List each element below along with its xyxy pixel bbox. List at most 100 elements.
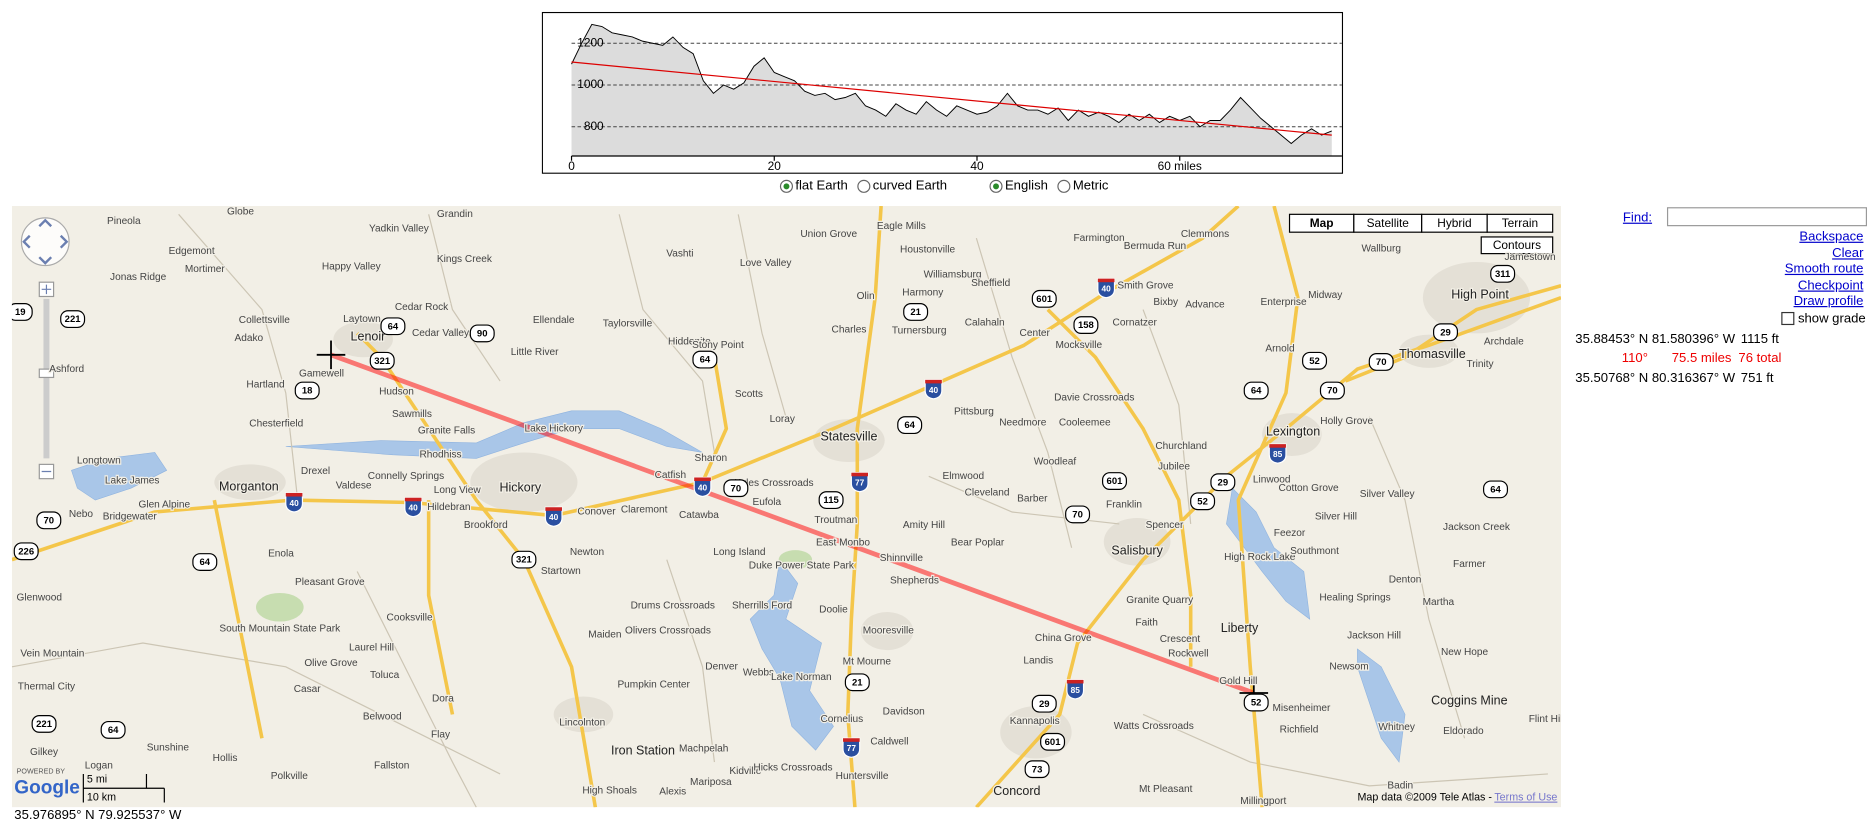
place-label: Churchland bbox=[1155, 441, 1207, 452]
place-label: Webbs bbox=[743, 667, 774, 678]
map-type-button[interactable] bbox=[1486, 213, 1554, 233]
y-tick-label: 1200 bbox=[577, 35, 604, 49]
contours-button[interactable] bbox=[1480, 236, 1554, 255]
place-label: Cornatzer bbox=[1113, 317, 1158, 328]
place-label: Conover bbox=[577, 507, 616, 518]
interstate-shield bbox=[404, 497, 423, 518]
place-label: Iron Station bbox=[611, 744, 675, 758]
map-type-label[interactable]: Satellite bbox=[1367, 216, 1410, 230]
interstate-shield bbox=[1097, 278, 1116, 299]
map-type-label[interactable]: Terrain bbox=[1502, 216, 1538, 230]
place-label: Lake James bbox=[105, 476, 160, 487]
radio[interactable] bbox=[779, 179, 794, 193]
place-label: Loray bbox=[770, 414, 796, 425]
route-number: 70 bbox=[1072, 509, 1083, 520]
route-shield bbox=[1319, 381, 1345, 400]
interstate-shield bbox=[842, 737, 861, 758]
place-label: Jamestown bbox=[1504, 252, 1555, 263]
map-type-label[interactable]: Hybrid bbox=[1437, 216, 1471, 230]
place-label: Casar bbox=[294, 684, 322, 695]
place-label: Thermal City bbox=[18, 682, 76, 693]
google-logo: Google bbox=[14, 777, 80, 798]
route-shield bbox=[1031, 289, 1057, 308]
route-shield bbox=[1302, 351, 1328, 370]
route-shield bbox=[1073, 316, 1099, 334]
route-shield bbox=[1190, 492, 1216, 511]
place-label: Kidville bbox=[729, 766, 761, 777]
place-label: Pleasant Grove bbox=[295, 577, 365, 588]
place-label: Silver Valley bbox=[1360, 489, 1416, 500]
place-label: New Hope bbox=[1441, 647, 1489, 658]
place-label: Sheffield bbox=[971, 278, 1010, 289]
nav-control[interactable] bbox=[20, 217, 70, 480]
place-label: Union Grove bbox=[800, 229, 857, 240]
place-label: Globe bbox=[227, 207, 254, 218]
distance: 75.5 miles bbox=[1671, 351, 1732, 366]
terms-link[interactable]: Terms of Use bbox=[1494, 792, 1557, 804]
checkbox-label[interactable]: show grade bbox=[1797, 311, 1866, 327]
panel-link[interactable]: Smooth route bbox=[1784, 261, 1864, 277]
place-label: Long Island bbox=[713, 547, 765, 558]
radio[interactable] bbox=[989, 179, 1003, 193]
interstate-number: 40 bbox=[409, 503, 419, 513]
route-shield bbox=[1483, 480, 1509, 499]
interstate-band bbox=[404, 497, 422, 502]
route-shield bbox=[897, 416, 923, 435]
route-number: 64 bbox=[1251, 386, 1262, 397]
route-shield bbox=[60, 310, 86, 329]
route-shield bbox=[469, 324, 495, 343]
find-label[interactable]: Find: bbox=[1622, 210, 1653, 226]
map-type-label[interactable]: Map bbox=[1310, 216, 1334, 230]
place-label: Sharon bbox=[695, 453, 728, 464]
route-number: 601 bbox=[1036, 294, 1053, 305]
panel-link[interactable]: Draw profile bbox=[1793, 294, 1864, 309]
place-label: Laytown bbox=[343, 314, 381, 325]
interstate-band bbox=[1066, 679, 1084, 684]
place-label: Farmer bbox=[1453, 559, 1486, 570]
panel-link[interactable]: Backspace bbox=[1799, 229, 1864, 245]
place-label: Pineola bbox=[107, 216, 141, 227]
place-label: Davie Crossroads bbox=[1054, 392, 1134, 403]
place-label: Gamewell bbox=[299, 369, 344, 380]
scale-label: 10 km bbox=[87, 792, 116, 804]
place-label: Arnold bbox=[1265, 344, 1294, 355]
place-label: Fallston bbox=[374, 760, 409, 771]
checkbox[interactable] bbox=[1781, 311, 1795, 326]
radio-label[interactable]: English bbox=[1004, 178, 1048, 193]
scale-label: 5 mi bbox=[87, 774, 107, 786]
place-label: Houstonville bbox=[900, 245, 955, 256]
route-shield bbox=[723, 479, 749, 498]
radio[interactable] bbox=[857, 179, 871, 193]
interstate-number: 77 bbox=[855, 478, 865, 488]
route-shield bbox=[844, 673, 870, 692]
place-label: Granite Quarry bbox=[1126, 595, 1194, 606]
contours-label[interactable]: Contours bbox=[1493, 238, 1541, 252]
elevation-area bbox=[571, 24, 1332, 156]
find-input[interactable] bbox=[1666, 207, 1867, 227]
place-label: Polkville bbox=[271, 771, 308, 782]
parks bbox=[256, 550, 813, 622]
place-label: Startown bbox=[541, 566, 581, 577]
place-label: Connelly Springs bbox=[368, 471, 444, 482]
place-label: Cotton Grove bbox=[1279, 483, 1340, 494]
place-label: Valdese bbox=[336, 480, 372, 491]
route-number: 70 bbox=[44, 515, 55, 526]
panel-link[interactable]: Clear bbox=[1832, 245, 1864, 261]
place-label: Cooksville bbox=[387, 613, 433, 624]
radio-label[interactable]: curved Earth bbox=[872, 178, 948, 193]
place-label: Watts Crossroads bbox=[1114, 721, 1194, 732]
radio-label[interactable]: flat Earth bbox=[795, 178, 848, 193]
panel-link[interactable]: Checkpoint bbox=[1797, 278, 1864, 293]
radio[interactable] bbox=[1057, 179, 1071, 193]
place-label: Silver Hill bbox=[1315, 511, 1357, 522]
place-label: Eufola bbox=[752, 497, 781, 508]
place-label: Millingport bbox=[1240, 796, 1286, 807]
place-label: Catawba bbox=[679, 510, 719, 521]
x-tick-label: 20 bbox=[768, 159, 782, 173]
place-label: Hickory bbox=[500, 480, 542, 494]
route-shield bbox=[818, 491, 844, 510]
place-label: Toluca bbox=[370, 670, 400, 681]
map[interactable]: 5 mi 10 km POWERED BY Google Map data ©2… bbox=[11, 205, 1562, 808]
radio-label[interactable]: Metric bbox=[1072, 178, 1109, 193]
place-label: Maiden bbox=[588, 629, 621, 640]
